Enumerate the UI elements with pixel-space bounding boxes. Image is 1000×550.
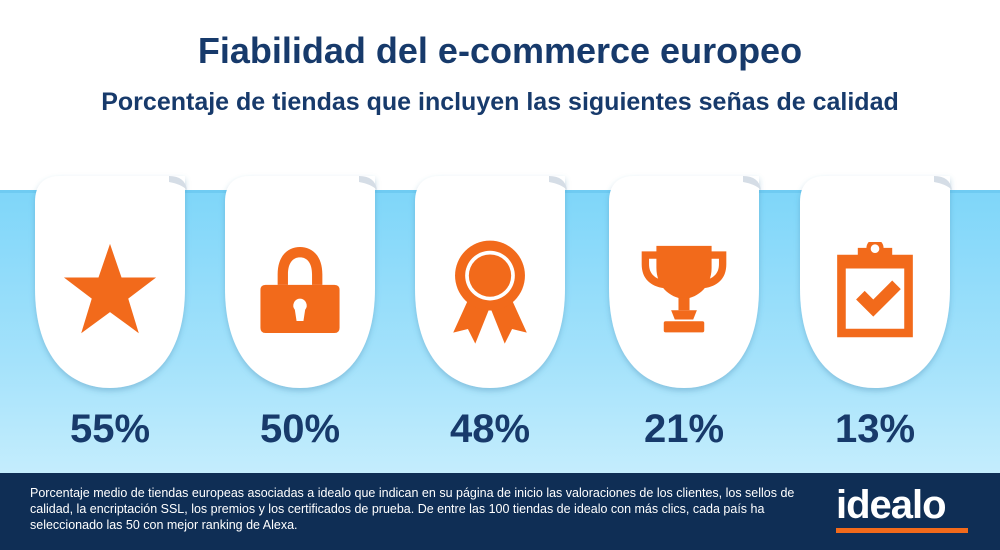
badge-star: 55% bbox=[35, 176, 187, 451]
chart-subtitle: Porcentaje de tiendas que incluyen las s… bbox=[101, 88, 899, 116]
logo-underline bbox=[836, 528, 968, 533]
badge-curl bbox=[934, 176, 952, 190]
badge-curl bbox=[743, 176, 761, 190]
badge-trophy: 21% bbox=[609, 176, 761, 451]
badge-award-rosette: 48% bbox=[415, 176, 567, 451]
value-label: 48% bbox=[450, 407, 530, 451]
footnote: Porcentaje medio de tiendas europeas aso… bbox=[30, 486, 795, 532]
idealo-logo: idealo bbox=[836, 484, 970, 533]
logo-text: idealo bbox=[836, 483, 947, 527]
badge-chart: 55% 50% 48% 21% 13% bbox=[35, 176, 952, 451]
footer-bar bbox=[0, 473, 1000, 550]
value-label: 50% bbox=[260, 407, 340, 451]
value-label: 55% bbox=[70, 407, 150, 451]
badge-curl bbox=[169, 176, 187, 190]
badge-lock: 50% bbox=[225, 176, 377, 451]
chart-title: Fiabilidad del e-commerce europeo bbox=[197, 30, 803, 71]
badge-card bbox=[800, 176, 950, 388]
badge-curl bbox=[549, 176, 567, 190]
badge-clipboard-check: 13% bbox=[800, 176, 952, 451]
value-label: 21% bbox=[644, 407, 724, 451]
badge-card bbox=[225, 176, 375, 388]
value-label: 13% bbox=[835, 407, 915, 451]
badge-curl bbox=[359, 176, 377, 190]
